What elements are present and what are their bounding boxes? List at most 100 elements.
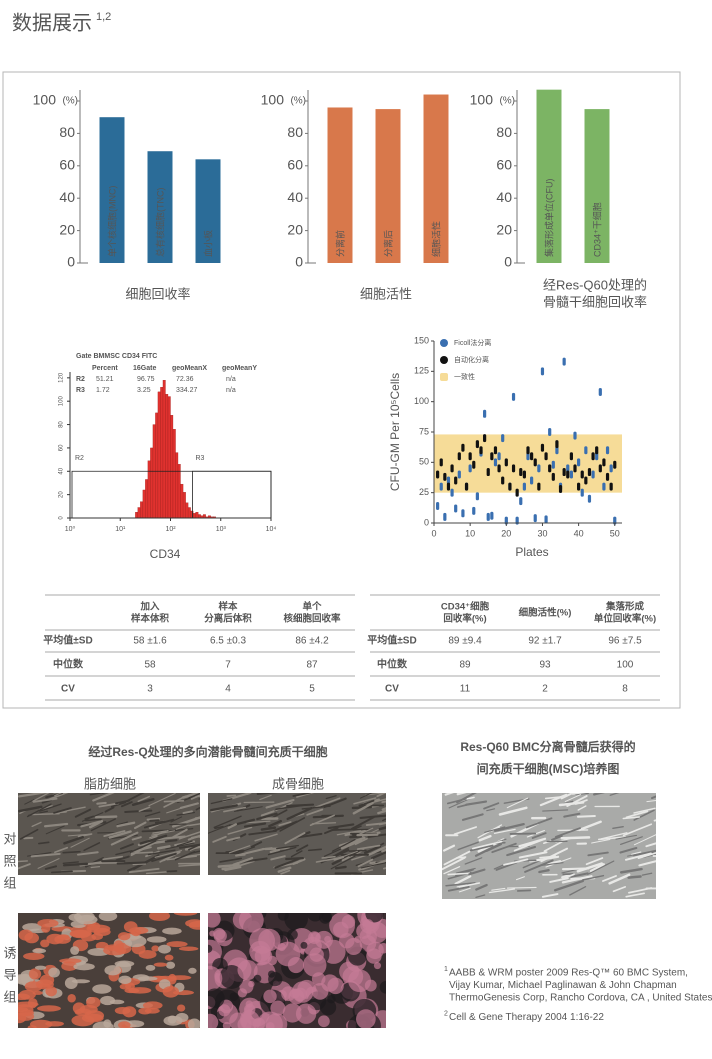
cell xyxy=(627,852,642,857)
cell xyxy=(131,797,155,807)
cell xyxy=(576,814,596,818)
cell xyxy=(544,860,562,866)
cell xyxy=(563,812,581,818)
cell xyxy=(127,865,140,872)
cell xyxy=(538,869,550,874)
table-cell: 89 xyxy=(459,660,471,671)
table-cell: 96 ±7.5 xyxy=(608,636,642,647)
cell xyxy=(145,871,171,875)
bar xyxy=(423,94,449,264)
x-tick-label: 20 xyxy=(501,528,511,538)
cell xyxy=(560,836,591,840)
cell xyxy=(311,972,326,986)
cell xyxy=(446,797,467,805)
point xyxy=(566,470,570,479)
cell xyxy=(455,867,476,874)
cell xyxy=(330,855,356,870)
cell xyxy=(380,859,386,864)
cell xyxy=(89,793,107,796)
cell xyxy=(165,827,194,832)
cell xyxy=(119,843,134,850)
table-cell: 5 xyxy=(309,684,315,695)
cell xyxy=(226,836,241,842)
cell xyxy=(115,849,133,856)
cell xyxy=(506,845,536,857)
cell xyxy=(246,793,252,796)
cell xyxy=(51,870,73,874)
cell xyxy=(265,799,295,809)
histogram-bar xyxy=(157,391,161,519)
point xyxy=(483,434,487,443)
cell xyxy=(454,875,472,885)
bar xyxy=(195,159,221,263)
y-tick-label: 0 xyxy=(424,517,429,527)
point xyxy=(533,514,537,523)
cell xyxy=(62,862,89,867)
point xyxy=(439,482,443,491)
cell xyxy=(569,886,587,896)
cell xyxy=(641,872,653,876)
table-header: 分离后体积 xyxy=(204,613,252,625)
point xyxy=(605,446,610,455)
section-title: 经过Res-Q处理的多向潜能骨髓间充质干细胞 xyxy=(88,744,327,759)
cell xyxy=(157,835,186,841)
cell xyxy=(558,801,585,807)
table-cell: 11 xyxy=(460,684,471,695)
stats-cell: 1.72 xyxy=(96,387,110,394)
point xyxy=(501,434,505,443)
point xyxy=(472,506,476,515)
cell xyxy=(570,872,589,878)
point xyxy=(508,482,512,491)
x-tick-label: 10⁰ xyxy=(65,525,76,533)
cell xyxy=(170,816,183,823)
table-cell: 86 ±4.2 xyxy=(295,636,329,647)
cell xyxy=(352,825,362,831)
cell xyxy=(307,848,322,852)
point xyxy=(555,446,559,455)
cell xyxy=(522,860,539,869)
cell xyxy=(471,840,503,850)
point xyxy=(493,458,498,467)
cell xyxy=(179,802,199,810)
point xyxy=(562,357,566,366)
histogram-bar xyxy=(147,460,151,519)
cell xyxy=(225,849,245,854)
cell xyxy=(76,851,99,856)
cell xyxy=(357,858,374,868)
cell xyxy=(531,832,547,839)
x-tick-label: 10² xyxy=(165,526,176,533)
table-cell: 93 xyxy=(539,660,551,671)
cell xyxy=(351,854,368,861)
cell xyxy=(378,943,386,954)
cell xyxy=(18,989,36,1000)
cell xyxy=(554,827,581,838)
cell xyxy=(491,842,517,854)
cell xyxy=(31,821,42,828)
cell xyxy=(173,913,198,916)
point xyxy=(439,458,443,467)
cell xyxy=(104,965,122,976)
cell xyxy=(348,969,371,993)
stats-header: 16Gate xyxy=(133,365,156,372)
cell xyxy=(86,924,111,933)
cell xyxy=(40,939,50,948)
bar-label: 血小板 xyxy=(202,230,213,257)
cell xyxy=(228,845,251,854)
cell xyxy=(464,857,483,865)
cell xyxy=(553,879,584,892)
cell xyxy=(62,861,79,865)
x-tick-label: 50 xyxy=(610,528,620,538)
cell xyxy=(85,818,102,822)
y-tick-label: 40 xyxy=(496,189,512,205)
cell xyxy=(309,814,335,827)
cell xyxy=(248,980,255,988)
cell xyxy=(478,834,492,842)
cell xyxy=(503,858,529,866)
cell xyxy=(37,919,59,928)
histogram-bar xyxy=(182,492,186,519)
cell xyxy=(550,834,563,841)
y-tick-label: 60 xyxy=(59,444,65,451)
stats-cell: 51.21 xyxy=(96,376,114,383)
cell xyxy=(70,837,90,848)
